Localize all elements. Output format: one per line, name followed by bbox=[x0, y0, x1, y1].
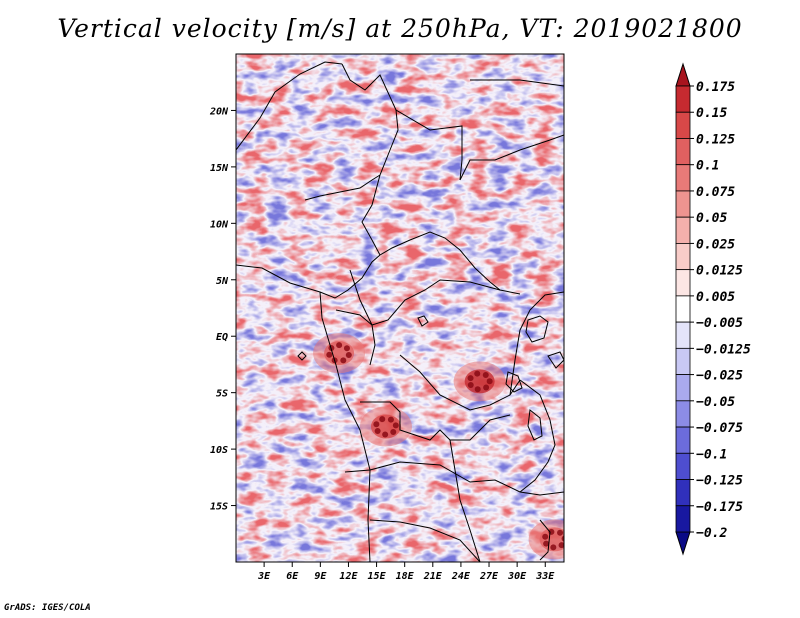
velocity-field bbox=[236, 54, 564, 562]
updraft-cluster bbox=[359, 406, 412, 447]
highlight-layer bbox=[313, 333, 564, 560]
x-tick-label: 15E bbox=[368, 571, 387, 582]
colorbar-swatch bbox=[675, 321, 691, 349]
colorbar-label: 0.0125 bbox=[696, 264, 743, 279]
x-tick-label: 6E bbox=[286, 571, 299, 582]
colorbar-swatch bbox=[675, 85, 691, 113]
colorbar-swatch bbox=[675, 347, 691, 375]
x-tick-label: 30E bbox=[507, 571, 527, 582]
colorbar-swatch bbox=[675, 374, 691, 402]
colorbar-swatch bbox=[675, 269, 691, 297]
y-tick-label: 5S bbox=[216, 389, 228, 400]
colorbar-label: −0.175 bbox=[696, 500, 743, 515]
x-tick-label: 18E bbox=[396, 571, 415, 582]
colorbar-label: 0.125 bbox=[696, 132, 735, 147]
colorbar-label: −0.05 bbox=[696, 395, 735, 410]
x-tick-label: 9E bbox=[314, 571, 327, 582]
colorbar-swatch bbox=[675, 295, 691, 323]
updraft-cluster bbox=[528, 519, 564, 560]
x-tick-label: 24E bbox=[451, 571, 471, 582]
colorbar-label: −0.0125 bbox=[696, 342, 751, 357]
colorbar-label: 0.1 bbox=[696, 159, 719, 174]
colorbar: 0.175 0.15 0.125 0.1 0.075 0.05 0.025 0.0125 0.0… bbox=[675, 62, 751, 556]
colorbar-swatch bbox=[675, 452, 691, 480]
x-tick-label: 33E bbox=[535, 571, 555, 582]
colorbar-swatch bbox=[675, 216, 691, 244]
x-tick-label: 12E bbox=[339, 571, 358, 582]
colorbar-swatch bbox=[675, 164, 691, 192]
colorbar-swatch bbox=[675, 243, 691, 271]
colorbar-swatch bbox=[675, 426, 691, 454]
colorbar-label: 0.005 bbox=[696, 290, 735, 305]
colorbar-label: 0.05 bbox=[696, 211, 727, 226]
colorbar-label: −0.075 bbox=[696, 421, 743, 436]
y-tick-label: 15N bbox=[210, 163, 229, 174]
y-tick-label: EQ bbox=[216, 332, 228, 343]
colorbar-label: 0.15 bbox=[696, 106, 727, 121]
y-tick-label: 15S bbox=[210, 502, 228, 513]
y-tick-label: 10N bbox=[210, 219, 229, 230]
y-tick-label: 5N bbox=[216, 276, 229, 287]
colorbar-label: 0.025 bbox=[696, 237, 735, 252]
colorbar-swatch bbox=[675, 505, 691, 533]
map-frame bbox=[235, 53, 565, 563]
colorbar-swatch bbox=[675, 111, 691, 139]
chart-title: Vertical velocity [m/s] at 250hPa, VT: 2… bbox=[57, 14, 743, 43]
colorbar-label: −0.125 bbox=[696, 474, 743, 489]
y-tick-label: 10S bbox=[210, 445, 228, 456]
grads-credit: GrADS: IGES/COLA bbox=[4, 603, 91, 613]
colorbar-swatch bbox=[675, 190, 691, 218]
colorbar-swatch bbox=[675, 400, 691, 428]
country-borders bbox=[236, 61, 564, 562]
updraft-cluster bbox=[453, 361, 506, 402]
colorbar-min-arrow bbox=[675, 531, 691, 556]
colorbar-label: −0.1 bbox=[696, 447, 727, 462]
updraft-cluster bbox=[313, 333, 366, 374]
colorbar-label: −0.005 bbox=[696, 316, 743, 331]
colorbar-label: 0.175 bbox=[696, 80, 735, 95]
colorbar-swatch bbox=[675, 138, 691, 166]
colorbar-label: −0.025 bbox=[696, 369, 743, 384]
colorbar-label: 0.075 bbox=[696, 185, 735, 200]
x-tick-label: 27E bbox=[479, 571, 499, 582]
colorbar-swatch bbox=[675, 479, 691, 507]
colorbar-max-arrow bbox=[675, 62, 691, 87]
axes: 3E 6E 9E 12E 15E 18E 21E 24E 27E 30E 33E 20N 15N 10N 5… bbox=[209, 106, 555, 582]
colorbar-label: −0.2 bbox=[696, 526, 727, 541]
x-tick-label: 3E bbox=[257, 571, 271, 582]
x-tick-label: 21E bbox=[423, 571, 443, 582]
y-tick-label: 20N bbox=[209, 106, 229, 117]
